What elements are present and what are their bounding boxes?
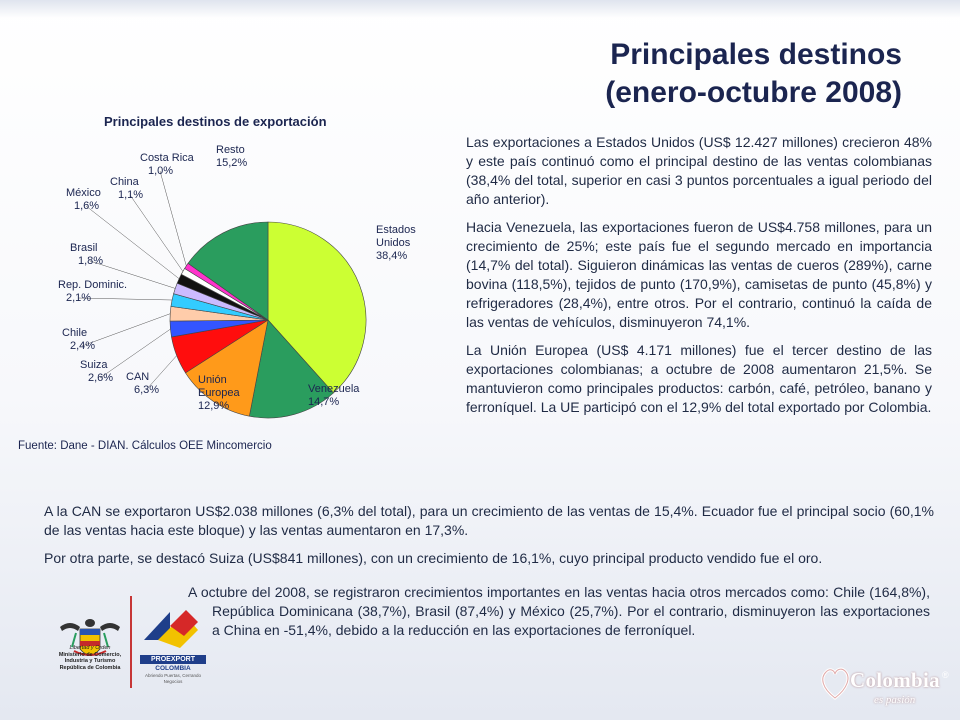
proexport-name: PROEXPORT [140,655,206,664]
ministerio-line-3: Industria y Turismo [64,658,116,664]
pie-label-venezuela: Venezuela 14,7% [308,383,360,408]
pie-leader-line [99,328,171,379]
pie-value-label: 2,4% [70,340,95,352]
pie-value-label: 1,0% [148,165,173,177]
logo-divider [130,596,132,688]
pie-category-label: Brasil [70,242,98,254]
ministerio-line-1: Libertad y Orden [69,645,111,651]
page-title: Principales destinos (enero-octubre 2008… [605,36,902,112]
paragraph-union-europea: La Unión Europea (US$ 4.171 millones) fu… [466,342,932,415]
pie-label-chile: Chile 2,4% [62,327,95,352]
pie-category-label: Resto [216,144,245,156]
pie-slice-estados-unidos [267,221,367,394]
pie-slice-venezuela [248,319,334,419]
pie-value-label: 2,1% [66,292,91,304]
colombia-tagline: es pasión [874,694,916,706]
proexport-logo-icon [144,610,198,648]
pie-label-estados-unidos: Estados Unidos 38,4% [376,224,416,262]
pie-leader-line [85,205,180,279]
pie-value-label: 15,2% [216,157,247,169]
top-band [0,0,960,18]
proexport-text: PROEXPORT COLOMBIA Abriendo Puertas, Cer… [140,655,206,685]
paragraph-otros-mercados: A octubre del 2008, se registraron creci… [188,584,930,638]
proexport-sub: COLOMBIA [155,665,191,672]
pie-leader-line [81,313,171,347]
pie-leader-line [145,355,177,391]
pie-category-label: Unidos [376,237,411,249]
coat-of-arms-icon [60,619,120,656]
pie-leader-line [77,297,173,301]
pie-category-label: Europea [198,387,240,399]
colombia-brand-name: Colombia [850,668,940,692]
right-text-column: Las exportaciones a Estados Unidos (US$ … [466,133,932,426]
pie-slice-uni-n-europea [185,319,269,417]
pie-category-label: Estados [376,224,416,236]
pie-value-label: 38,4% [376,250,407,262]
paragraph-venezuela: Hacia Venezuela, las exportaciones fuero… [466,219,932,330]
ministerio-line-2: Ministerio de Comercio, [58,651,122,658]
pie-label-uni-n-europea: Unión Europea 12,9% [198,374,240,412]
pie-value-label: 1,1% [118,189,143,201]
pie-label-rep-dominic-: Rep. Dominic. 2,1% [58,279,127,304]
chart-title: Principales destinos de exportación [104,114,327,129]
pie-value-label: 1,8% [78,255,103,267]
colombia-registered-mark: ® [942,670,949,680]
pie-label-china: China 1,1% [110,176,143,201]
pie-slice-resto [187,221,269,321]
ministerio-text: Libertad y Orden Ministerio de Comercio,… [44,645,136,671]
pie-label-can: CAN 6,3% [126,371,159,396]
pie-value-label: 12,9% [198,400,229,412]
pie-value-label: 2,6% [88,372,113,384]
pie-chart-area: Principales destinos de exportación Esta… [0,105,460,465]
pie-category-label: Chile [62,327,87,339]
pie-label-costa-rica: Costa Rica 1,0% [140,152,195,177]
pie-label-resto: Resto 15,2% [216,144,247,169]
pie-category-label: Costa Rica [140,152,195,164]
pie-category-label: China [110,176,140,188]
ministerio-line-4: República de Colombia [59,664,121,671]
colombia-logo: Colombia ® es pasión [818,660,949,710]
chart-source: Fuente: Dane - DIAN. Cálculos OEE Mincom… [18,440,272,452]
pie-category-label: CAN [126,371,149,383]
colombia-heart-icon [821,667,850,700]
pie-category-label: México [66,187,101,199]
pie-leader-line [89,260,176,289]
paragraph-estados-unidos: Las exportaciones a Estados Unidos (US$ … [466,134,932,207]
paragraph-suiza: Por otra parte, se destacó Suiza (US$841… [44,550,823,566]
pie-leader-line [159,170,187,266]
pie-category-label: Unión [198,374,227,386]
pie-label-brasil: Brasil 1,8% [70,242,103,267]
full-width-text: A la CAN se exportaron US$2.038 millones… [44,502,934,577]
pie-value-label: 6,3% [134,384,159,396]
pie-value-label: 14,7% [308,396,339,408]
pie-chart: Estados Unidos 38,4% Venezuela 14,7% Unión Eur… [58,144,416,419]
page-title-line2: (enero-octubre 2008) [605,76,902,109]
pie-label-m-xico: México 1,6% [66,187,101,212]
pie-category-label: Venezuela [308,383,360,395]
pie-leader-line [129,194,184,272]
pie-category-label: Rep. Dominic. [58,279,127,291]
paragraph-can: A la CAN se exportaron US$2.038 millones… [44,503,934,538]
pie-label-suiza: Suiza 2,6% [80,359,113,384]
pie-value-label: 1,6% [74,200,99,212]
page-title-line1: Principales destinos [610,38,902,71]
pie-category-label: Suiza [80,359,108,371]
proexport-tagline: Abriendo Puertas, Cerrando Negocios [144,673,202,684]
last-paragraph-block: A octubre del 2008, se registraron creci… [188,583,930,640]
